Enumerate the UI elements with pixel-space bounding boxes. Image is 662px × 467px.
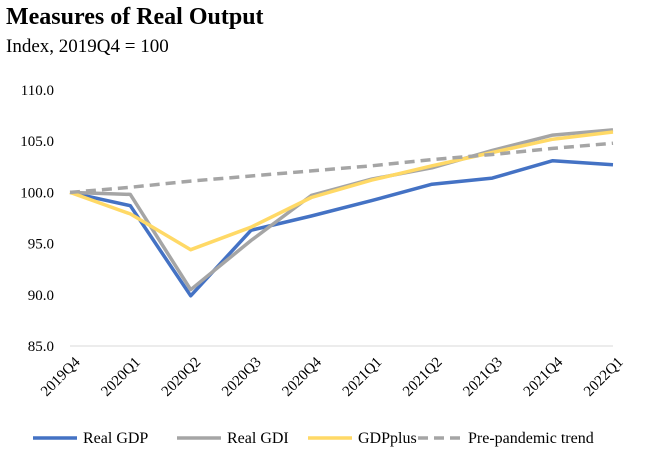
plot-area xyxy=(69,128,614,298)
y-tick-label: 95.0 xyxy=(28,237,54,253)
legend: Real GDP Real GDI GDPplus Pre-pandemic tren… xyxy=(33,430,594,447)
legend-label: GDPplus xyxy=(358,430,417,447)
series-line-gdpplus xyxy=(69,130,614,252)
x-axis: 2019Q4 2020Q1 2020Q2 2020Q3 2020Q4 2021Q1 2021… xyxy=(38,345,627,400)
x-tick-label: 2021Q2 xyxy=(400,354,445,399)
x-tick-label: 2021Q3 xyxy=(460,354,505,399)
x-tick-label: 2020Q1 xyxy=(98,354,143,399)
x-tick-label: 2020Q4 xyxy=(279,354,325,400)
chart-subtitle: Index, 2019Q4 = 100 xyxy=(6,36,169,57)
x-tick-label: 2020Q3 xyxy=(219,354,264,399)
y-axis: 85.0 90.0 95.0 100.0 105.0 110.0 xyxy=(20,83,54,355)
x-tick-label: 2021Q1 xyxy=(340,354,385,399)
y-tick-label: 110.0 xyxy=(21,83,54,99)
y-tick-label: 90.0 xyxy=(28,288,54,304)
chart-title: Measures of Real Output xyxy=(6,4,264,30)
legend-label: Real GDP xyxy=(83,430,148,447)
x-tick-label: 2022Q1 xyxy=(581,354,626,399)
legend-label: Pre-pandemic trend xyxy=(468,430,594,447)
x-tick-label: 2021Q4 xyxy=(521,354,567,400)
x-tick-label: 2020Q2 xyxy=(159,354,204,399)
legend-label: Real GDI xyxy=(227,430,289,447)
series-line-real-gdp xyxy=(69,158,614,298)
y-tick-label: 100.0 xyxy=(20,185,54,201)
x-tick-label: 2019Q4 xyxy=(38,354,84,400)
series-line-pre-pandemic-trend xyxy=(69,141,614,195)
y-tick-label: 85.0 xyxy=(28,339,54,355)
y-tick-label: 105.0 xyxy=(20,134,54,150)
